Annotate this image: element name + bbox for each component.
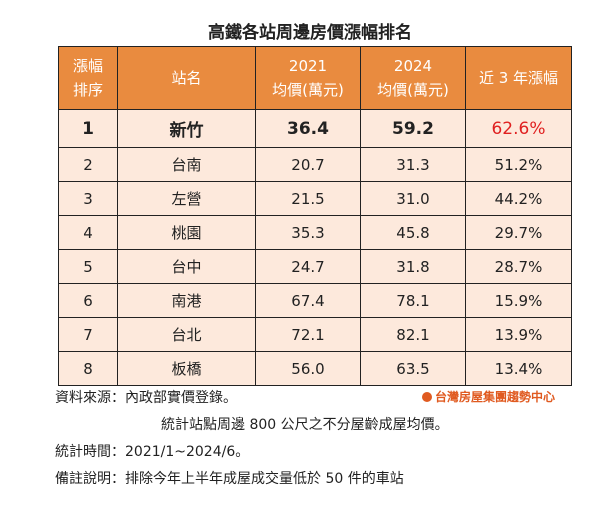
note: 資料來源：內政部實價登錄。 <box>55 390 237 406</box>
table-row: 1 新竹 36.4 59.2 62.6% <box>58 109 572 148</box>
table-cell: 72.1 <box>255 317 361 352</box>
table-cell: 59.2 <box>360 109 466 148</box>
table-cell: 3 <box>58 181 118 216</box>
table-cell: 35.3 <box>255 215 361 250</box>
table-cell: 1 <box>58 109 118 148</box>
table-cell: 51.2% <box>465 147 572 182</box>
table-cell: 左營 <box>117 181 256 216</box>
ranking-table: 漲幅排序 站名 2021 均價(萬元) 2024 均價(萬元) 近 3 年漲幅 1 新竹 36.… <box>58 46 572 386</box>
table-row: 6 南港 67.4 78.1 15.9% <box>58 283 572 318</box>
note: 統計站點周邊 800 公尺之不分屋齡成屋均價。 <box>161 417 449 433</box>
header-text: 站名 <box>171 69 202 87</box>
table-cell: 5 <box>58 249 118 284</box>
table-body: 1 新竹 36.4 59.2 62.6% 2 台南 20.7 31.3 51.2% 3 左營 21.5 3… <box>58 109 572 386</box>
table-cell: 2 <box>58 147 118 182</box>
table-row: 8 板橋 56.0 63.5 13.4% <box>58 351 572 386</box>
header-text: 排序 <box>72 81 103 99</box>
table-cell: 56.0 <box>255 351 361 386</box>
header-text: 2021 <box>288 57 328 75</box>
table-cell: 67.4 <box>255 283 361 318</box>
table-cell: 31.0 <box>360 181 466 216</box>
header-row: 漲幅排序 站名 2021 均價(萬元) 2024 均價(萬元) 近 3 年漲幅 <box>58 46 572 110</box>
header-text: 漲幅 <box>72 57 103 75</box>
table-cell: 台北 <box>117 317 256 352</box>
table-row: 4 桃園 35.3 45.8 29.7% <box>58 215 572 250</box>
table-cell: 62.6% <box>465 109 572 148</box>
table-cell: 板橋 <box>117 351 256 386</box>
table-row: 2 台南 20.7 31.3 51.2% <box>58 147 572 182</box>
header-cell: 漲幅 排序 <box>58 46 118 110</box>
table-cell: 36.4 <box>255 109 361 148</box>
logo: 台灣房屋集團趨勢中心 <box>422 388 555 405</box>
header-text: 近 3 年漲幅 <box>478 69 559 87</box>
table-row: 7 台北 72.1 82.1 13.9% <box>58 317 572 352</box>
table-cell: 31.3 <box>360 147 466 182</box>
header-cell: 站名 <box>117 46 256 110</box>
table-row: 3 左營 21.5 31.0 44.2% <box>58 181 572 216</box>
title: 高鐵各站周邊房價漲幅排名 <box>208 23 412 43</box>
table-cell: 29.7% <box>465 215 572 250</box>
table-cell: 24.7 <box>255 249 361 284</box>
header-text: 均價(萬元) <box>377 81 449 99</box>
table-cell: 4 <box>58 215 118 250</box>
table-cell: 78.1 <box>360 283 466 318</box>
header-cell: 2024 均價(萬元) <box>360 46 466 110</box>
table-cell: 台南 <box>117 147 256 182</box>
table-cell: 21.5 <box>255 181 361 216</box>
note: 統計時間：2021/1~2024/6。 <box>55 444 250 460</box>
table-cell: 新竹 <box>117 109 256 148</box>
table-cell: 44.2% <box>465 181 572 216</box>
table-cell: 45.8 <box>360 215 466 250</box>
table-cell: 28.7% <box>465 249 572 284</box>
table-cell: 台中 <box>117 249 256 284</box>
table-cell: 8 <box>58 351 118 386</box>
header-cell: 近 3 年漲幅 <box>465 46 572 110</box>
table-cell: 63.5 <box>360 351 466 386</box>
table-cell: 82.1 <box>360 317 466 352</box>
header-text: 2024 <box>393 57 433 75</box>
notes: 資料來源：內政部實價登錄。統計站點周邊 800 公尺之不分屋齡成屋均價。統計時間… <box>55 386 449 494</box>
table-cell: 南港 <box>117 283 256 318</box>
table-cell: 6 <box>58 283 118 318</box>
table-cell: 13.9% <box>465 317 572 352</box>
table-row: 5 台中 24.7 31.8 28.7% <box>58 249 572 284</box>
table-cell: 桃園 <box>117 215 256 250</box>
table-cell: 20.7 <box>255 147 361 182</box>
table-cell: 31.8 <box>360 249 466 284</box>
header-cell: 2021 均價(萬元) <box>255 46 361 110</box>
table-cell: 15.9% <box>465 283 572 318</box>
table-cell: 7 <box>58 317 118 352</box>
header-text: 均價(萬元) <box>272 81 344 99</box>
note: 備註說明：排除今年上半年成屋成交量低於 50 件的車站 <box>55 471 404 487</box>
table-cell: 13.4% <box>465 351 572 386</box>
